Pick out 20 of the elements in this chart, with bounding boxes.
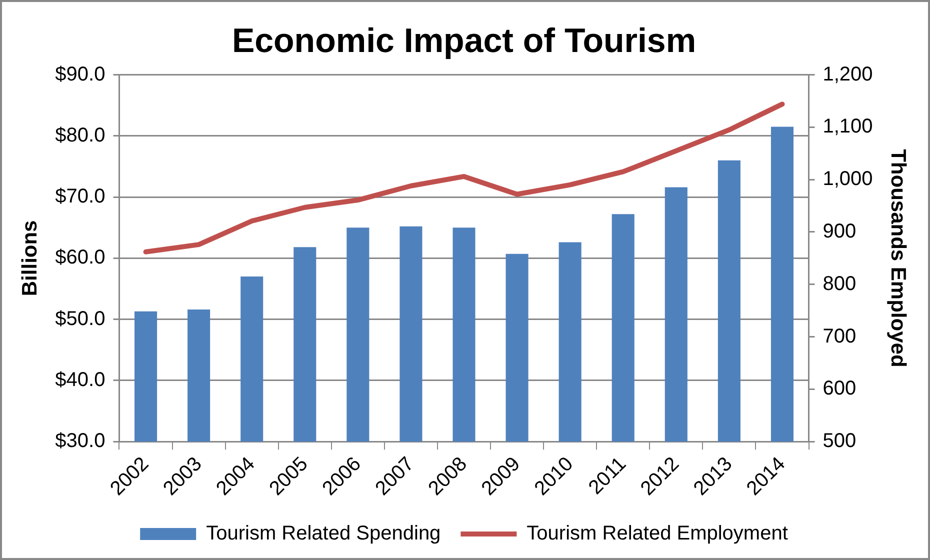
- y2-tick-label: 800: [822, 272, 856, 295]
- y-axis-title: Billions: [18, 220, 42, 296]
- y-tick-label: $40.0: [55, 368, 106, 391]
- y2-tick-label: 1,200: [822, 63, 873, 86]
- legend-label: Tourism Related Spending: [206, 522, 441, 545]
- chart-title: Economic Impact of Tourism: [232, 22, 696, 60]
- y2-tick-label: 1,100: [822, 116, 873, 138]
- y-tick-label: $90.0: [55, 63, 106, 86]
- y-tick-label: $30.0: [55, 430, 106, 452]
- y2-tick-label: 700: [822, 325, 856, 348]
- y2-axis-title: Thousands Employed: [886, 149, 910, 368]
- y2-tick-label: 500: [822, 430, 856, 452]
- y2-tick-label: 600: [822, 378, 856, 400]
- y-tick-label: $80.0: [55, 124, 106, 146]
- y2-tick-label: 1,000: [822, 168, 873, 190]
- y-tick-label: $50.0: [55, 308, 106, 330]
- y-tick-label: $60.0: [55, 246, 106, 269]
- y-tick-label: $70.0: [55, 186, 106, 208]
- legend-label: Tourism Related Employment: [526, 522, 788, 545]
- y2-tick-label: 900: [822, 220, 856, 242]
